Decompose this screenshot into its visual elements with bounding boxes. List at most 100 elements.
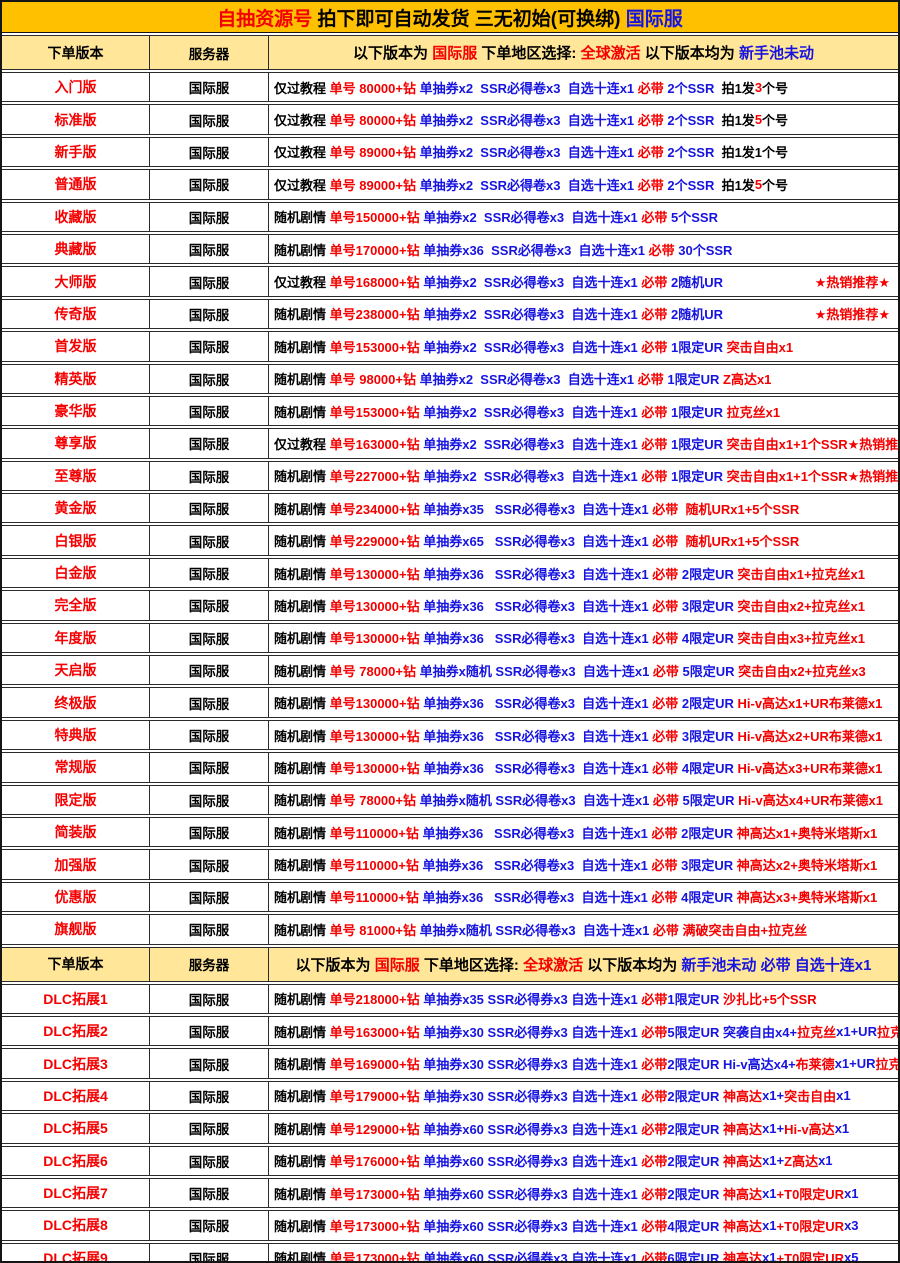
text-segment: 随机剧情 <box>274 760 330 776</box>
server-cell: 国际服 <box>150 267 269 296</box>
hot-sale-badge: ★热销推荐★ <box>814 307 890 323</box>
version-cell: DLC拓展3 <box>2 1049 150 1078</box>
text-segment: 单号 78000+钻 <box>329 793 420 809</box>
text-segment: Hi-v高达x4+ <box>723 1057 796 1073</box>
server-cell: 国际服 <box>150 137 269 167</box>
version-cell: DLC拓展9 <box>2 1243 150 1261</box>
table-title: 自抽资源号 拍下即可自动发货 三无初始(可换绑) 国际服 <box>2 2 898 33</box>
text-segment: 布莱德 <box>795 1057 835 1073</box>
contents-cell: 仅过教程 单号 89000+钻 单抽券x2 SSR必得卷x3 自选十连x1 必带… <box>269 170 898 198</box>
server-cell: 国际服 <box>150 526 269 555</box>
text-segment: 以下版本为 <box>295 956 375 974</box>
text-segment: 单号 78000+钻 <box>329 663 420 679</box>
text-segment: 国际服 <box>432 45 478 62</box>
text-segment: 2个SSR <box>667 177 722 193</box>
text-segment: 新手池未动 <box>738 45 814 62</box>
text-segment: 单号110000+钻 <box>329 858 423 874</box>
text-segment: 随机剧情 <box>274 1186 330 1202</box>
server-cell: 国际服 <box>150 364 269 393</box>
text-segment: 随机剧情 <box>274 1218 330 1234</box>
text-segment: 必带 <box>637 177 668 193</box>
text-segment: 单抽券x36 SSR必得卷x3 自选十连x1 <box>423 696 653 712</box>
server-cell: 国际服 <box>150 753 269 782</box>
text-segment: 新手池未动 必带 自选十连x1 <box>681 956 872 974</box>
text-segment: 4限定UR <box>681 890 737 906</box>
table-row: DLC拓展3 国际服 随机剧情 单号169000+钻 单抽券x30 SSR必得券x3… <box>2 1048 898 1079</box>
text-segment: 必带 <box>641 436 672 452</box>
text-segment: x1 <box>834 1120 850 1136</box>
text-segment: 2限定UR <box>681 566 738 582</box>
column-header-server: 服务器 <box>150 947 269 981</box>
server-cell: 国际服 <box>150 1049 269 1078</box>
server-cell: 国际服 <box>150 202 269 231</box>
version-cell: 标准版 <box>2 105 150 134</box>
text-segment: 单抽券x2 SSR必得卷x3 自选十连x1 <box>423 307 642 323</box>
contents-cell: 随机剧情 单号110000+钻 单抽券x36 SSR必得卷x3 自选十连x1 必… <box>269 850 898 878</box>
text-segment: 单号130000+钻 <box>329 696 424 712</box>
text-segment: 单抽券x36 SSR必得卷x3 自选十连x1 <box>423 760 653 776</box>
table-row: DLC拓展5 国际服 随机剧情 单号129000+钻 单抽券x60 SSR必得券x3… <box>2 1113 898 1144</box>
text-segment: 5限定UR <box>682 793 739 809</box>
text-segment: 神高达 <box>723 1089 763 1105</box>
text-segment: 单号169000+钻 <box>329 1057 424 1073</box>
server-cell: 国际服 <box>150 105 269 134</box>
text-segment: x1+ <box>762 1120 785 1136</box>
version-cell: 黄金版 <box>2 494 150 523</box>
text-segment: 突袭自由x4+ <box>723 1024 798 1040</box>
text-segment: 单抽券x2 SSR必得卷x3 自选十连x1 <box>423 404 642 420</box>
table-row: 白银版 国际服 随机剧情 单号229000+钻 单抽券x65 SSR必得卷x3 自选… <box>2 525 898 556</box>
table-row: 普通版 国际服 仅过教程 单号 89000+钻 单抽券x2 SSR必得卷x3 自选十… <box>2 169 898 200</box>
text-segment: 个号 <box>762 177 789 193</box>
text-segment: 单号130000+钻 <box>329 631 424 647</box>
contents-cell: 随机剧情 单号 98000+钻 单抽券x2 SSR必得卷x3 自选十连x1 必带… <box>269 365 898 393</box>
contents-cell: 随机剧情 单号169000+钻 单抽券x30 SSR必得券x3 自选十连x1 必… <box>269 1049 898 1077</box>
section2-rows: DLC拓展1 国际服 随机剧情 单号218000+钻 单抽券x35 SSR必得券x3… <box>2 983 898 1263</box>
text-segment: 仅过教程 <box>274 145 330 161</box>
text-segment: 单抽券x随机 SSR必得卷x3 自选十连x1 <box>419 793 653 809</box>
table-row: 优惠版 国际服 随机剧情 单号110000+钻 单抽券x36 SSR必得卷x3 自选… <box>2 881 898 913</box>
table-row: 入门版 国际服 仅过教程 单号 80000+钻 单抽券x2 SSR必得卷x3 自选十… <box>2 72 898 103</box>
contents-cell: 随机剧情 单号173000+钻 单抽券x60 SSR必得券x3 自选十连x1 必… <box>269 1244 898 1263</box>
contents-cell: 随机剧情 单号130000+钻 单抽券x36 SSR必得卷x3 自选十连x1 必… <box>269 624 898 652</box>
text-segment: 必带 <box>641 339 672 355</box>
server-cell: 国际服 <box>150 882 269 912</box>
text-segment: 单号150000+钻 <box>329 210 424 226</box>
text-segment: 必带 <box>652 598 682 614</box>
text-segment: 单抽券x60 SSR必得券x3 自选十连x1 <box>423 1218 642 1234</box>
text-segment: 2个SSR <box>667 113 722 129</box>
text-segment: 随机剧情 <box>274 696 330 712</box>
text-segment: 神高达 <box>723 1186 763 1202</box>
text-segment: 随机剧情 <box>274 858 330 874</box>
text-segment: 拍1发1个号 <box>721 145 789 161</box>
text-segment: 2个SSR <box>667 80 722 96</box>
contents-cell: 仅过教程 单号 89000+钻 单抽券x2 SSR必得卷x3 自选十连x1 必带… <box>269 138 898 166</box>
text-segment: x3 <box>844 1217 859 1233</box>
text-segment: 以下版本为 <box>353 45 433 62</box>
version-cell: 普通版 <box>2 170 150 199</box>
version-cell: 大师版 <box>2 267 150 296</box>
server-cell: 国际服 <box>150 1146 269 1175</box>
section2-header-row: 下单版本 服务器 以下版本为 国际服 下单地区选择: 全球激活 以下版本均为 新… <box>2 946 898 982</box>
text-segment: 单号173000+钻 <box>329 1251 424 1263</box>
text-segment: 必带 <box>652 760 682 776</box>
text-segment: 2随机UR <box>671 275 724 291</box>
text-segment: 随机剧情 <box>274 890 330 906</box>
text-segment: 突击自由x1 <box>726 339 794 355</box>
contents-cell: 随机剧情 单号130000+钻 单抽券x36 SSR必得卷x3 自选十连x1 必… <box>269 688 898 716</box>
text-segment: 随机剧情 <box>274 728 330 744</box>
contents-cell: 随机剧情 单号110000+钻 单抽券x36 SSR必得卷x3 自选十连x1 必… <box>269 818 898 846</box>
text-segment: 单抽券x2 SSR必得卷x3 自选十连x1 <box>423 469 642 485</box>
text-segment: 单抽券x30 SSR必得券x3 自选十连x1 <box>423 1024 642 1040</box>
text-segment: 拉克丝 <box>797 1024 837 1040</box>
text-segment: 随机剧情 <box>274 992 330 1008</box>
text-segment: 单号173000+钻 <box>329 1186 424 1202</box>
version-cell: DLC拓展1 <box>2 984 150 1013</box>
text-segment: 随机剧情 <box>274 598 330 614</box>
text-segment: 3 <box>754 79 763 95</box>
server-cell: 国际服 <box>150 688 269 717</box>
text-segment: 下单地区选择: <box>419 956 524 974</box>
text-segment: 单号130000+钻 <box>329 728 424 744</box>
text-segment: 单号234000+钻 <box>329 501 424 517</box>
text-segment: 必带 <box>641 1251 668 1263</box>
text-segment: 单抽券x2 SSR必得卷x3 自选十连x1 <box>423 436 642 452</box>
